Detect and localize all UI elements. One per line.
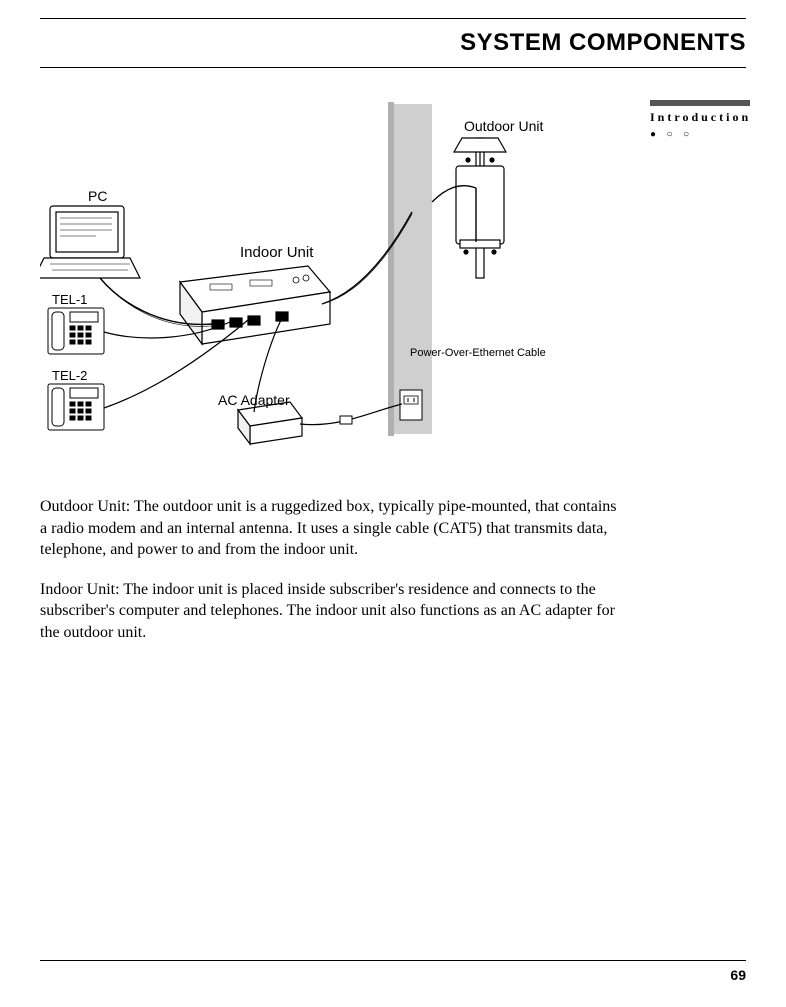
section-label: Introduction — [650, 110, 751, 125]
body-text: Outdoor Unit: The outdoor unit is a rugg… — [40, 496, 620, 644]
label-ac: AC Adapter — [218, 392, 290, 408]
side-column: Introduction ● ○ ○ — [650, 92, 751, 140]
paragraph-outdoor: Outdoor Unit: The outdoor unit is a rugg… — [40, 496, 620, 561]
page-title: SYSTEM COMPONENTS — [460, 29, 746, 56]
system-diagram: PC Indoor Unit Outdoor Unit TEL-1 TEL-2 … — [40, 92, 610, 452]
title-rule — [40, 67, 746, 68]
bottom-rule — [40, 960, 746, 961]
label-pc: PC — [88, 188, 107, 204]
top-rule — [40, 18, 746, 19]
label-indoor: Indoor Unit — [240, 244, 313, 261]
progress-dots: ● ○ ○ — [650, 129, 751, 140]
paragraph-indoor: Indoor Unit: The indoor unit is placed i… — [40, 579, 620, 644]
label-poe: Power-Over-Ethernet Cable — [410, 347, 546, 359]
diagram-svg — [40, 92, 610, 452]
page-number: 69 — [730, 967, 746, 983]
side-bar — [650, 100, 750, 106]
label-outdoor: Outdoor Unit — [464, 118, 543, 134]
label-tel1: TEL-1 — [52, 292, 87, 307]
label-tel2: TEL-2 — [52, 368, 87, 383]
